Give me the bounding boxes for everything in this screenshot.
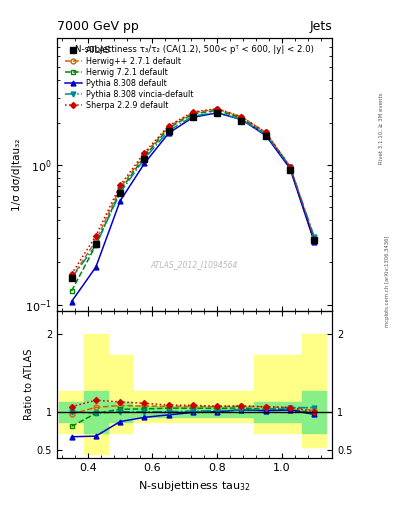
Herwig 7.2.1 default	[312, 238, 317, 244]
ATLAS	[288, 167, 292, 173]
Pythia 8.308 default	[239, 117, 244, 123]
Herwig++ 2.7.1 default	[118, 185, 123, 191]
ATLAS	[118, 189, 123, 196]
Pythia 8.308 vincia-default	[215, 109, 220, 115]
Herwig++ 2.7.1 default	[166, 123, 171, 130]
Sherpa 2.2.9 default	[191, 109, 195, 115]
Herwig++ 2.7.1 default	[142, 152, 147, 158]
Sherpa 2.2.9 default	[166, 123, 171, 129]
Pythia 8.308 default	[263, 132, 268, 138]
Sherpa 2.2.9 default	[239, 114, 244, 120]
Herwig 7.2.1 default	[166, 125, 171, 131]
Pythia 8.308 vincia-default	[94, 242, 98, 248]
Herwig 7.2.1 default	[239, 115, 244, 121]
Herwig++ 2.7.1 default	[69, 275, 74, 281]
Pythia 8.308 default	[312, 239, 317, 245]
Sherpa 2.2.9 default	[288, 163, 292, 169]
Pythia 8.308 default	[118, 198, 123, 204]
Line: Herwig++ 2.7.1 default: Herwig++ 2.7.1 default	[69, 106, 317, 281]
Sherpa 2.2.9 default	[142, 150, 147, 156]
Sherpa 2.2.9 default	[69, 271, 74, 277]
ATLAS	[191, 114, 195, 120]
ATLAS	[166, 127, 171, 134]
ATLAS	[215, 110, 220, 116]
Text: 7000 GeV pp: 7000 GeV pp	[57, 20, 139, 33]
Pythia 8.308 default	[142, 160, 147, 166]
Line: ATLAS: ATLAS	[68, 110, 318, 281]
Pythia 8.308 vincia-default	[288, 163, 292, 169]
Line: Sherpa 2.2.9 default: Sherpa 2.2.9 default	[70, 106, 316, 276]
Text: Rivet 3.1.10, ≥ 3M events: Rivet 3.1.10, ≥ 3M events	[379, 92, 384, 164]
Pythia 8.308 vincia-default	[69, 275, 74, 281]
Pythia 8.308 vincia-default	[118, 189, 123, 196]
Pythia 8.308 vincia-default	[263, 131, 268, 137]
Pythia 8.308 default	[94, 264, 98, 270]
Herwig 7.2.1 default	[69, 288, 74, 294]
Sherpa 2.2.9 default	[118, 182, 123, 188]
Herwig 7.2.1 default	[94, 242, 98, 248]
Pythia 8.308 vincia-default	[142, 156, 147, 162]
ATLAS	[312, 237, 317, 243]
Pythia 8.308 vincia-default	[239, 117, 244, 123]
Herwig 7.2.1 default	[118, 188, 123, 194]
ATLAS	[94, 241, 98, 247]
ATLAS	[239, 118, 244, 124]
ATLAS	[263, 133, 268, 139]
Herwig 7.2.1 default	[288, 165, 292, 171]
Text: ATLAS_2012_I1094564: ATLAS_2012_I1094564	[151, 260, 238, 269]
ATLAS	[69, 275, 74, 281]
Line: Pythia 8.308 vincia-default: Pythia 8.308 vincia-default	[69, 110, 317, 281]
Herwig 7.2.1 default	[142, 154, 147, 160]
Pythia 8.308 default	[191, 114, 195, 120]
Sherpa 2.2.9 default	[215, 105, 220, 112]
Pythia 8.308 default	[288, 165, 292, 172]
Pythia 8.308 vincia-default	[166, 127, 171, 134]
Herwig++ 2.7.1 default	[312, 236, 317, 242]
ATLAS	[142, 156, 147, 162]
Pythia 8.308 default	[215, 110, 220, 116]
Text: N-subjettiness τ₃/τ₂ (CA(1.2), 500< pᵀ < 600, |y| < 2.0): N-subjettiness τ₃/τ₂ (CA(1.2), 500< pᵀ <…	[75, 45, 314, 54]
Legend: ATLAS, Herwig++ 2.7.1 default, Herwig 7.2.1 default, Pythia 8.308 default, Pythi: ATLAS, Herwig++ 2.7.1 default, Herwig 7.…	[64, 45, 194, 111]
Herwig++ 2.7.1 default	[288, 163, 292, 169]
Herwig 7.2.1 default	[215, 107, 220, 113]
Sherpa 2.2.9 default	[263, 130, 268, 136]
Pythia 8.308 default	[69, 298, 74, 305]
Text: Jets: Jets	[309, 20, 332, 33]
Text: mcplots.cern.ch [arXiv:1306.3436]: mcplots.cern.ch [arXiv:1306.3436]	[385, 236, 389, 327]
Pythia 8.308 default	[166, 130, 171, 136]
Sherpa 2.2.9 default	[312, 237, 317, 243]
Herwig++ 2.7.1 default	[263, 130, 268, 136]
Line: Herwig 7.2.1 default: Herwig 7.2.1 default	[69, 108, 317, 293]
Herwig++ 2.7.1 default	[239, 114, 244, 120]
Herwig++ 2.7.1 default	[215, 106, 220, 112]
Herwig++ 2.7.1 default	[94, 238, 98, 244]
Sherpa 2.2.9 default	[94, 233, 98, 239]
X-axis label: N-subjettiness tau$_{32}$: N-subjettiness tau$_{32}$	[138, 479, 251, 493]
Y-axis label: 1/σ dσ/d|tau₃₂: 1/σ dσ/d|tau₃₂	[12, 138, 22, 211]
Pythia 8.308 vincia-default	[191, 113, 195, 119]
Pythia 8.308 vincia-default	[312, 234, 317, 240]
Herwig++ 2.7.1 default	[191, 110, 195, 116]
Herwig 7.2.1 default	[191, 111, 195, 117]
Herwig 7.2.1 default	[263, 131, 268, 137]
Y-axis label: Ratio to ATLAS: Ratio to ATLAS	[24, 349, 34, 420]
Line: Pythia 8.308 default: Pythia 8.308 default	[69, 111, 317, 304]
